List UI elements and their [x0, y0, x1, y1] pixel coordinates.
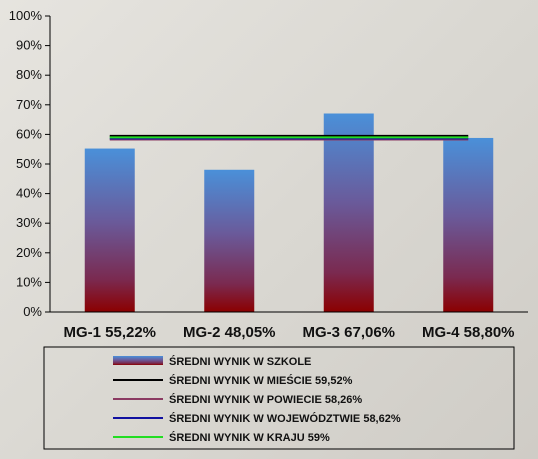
y-tick-label: 70% — [16, 97, 42, 112]
y-axis-ticks: 0% 10% 20% 30% 40% 50% 60% 70% 80% 90% 100% — [9, 8, 50, 319]
x-category-label: MG-3 67,06% — [302, 324, 395, 341]
legend-label: ŚREDNI WYNIK W MIEŚCIE 59,52% — [169, 374, 353, 387]
bar — [204, 169, 255, 312]
bar — [443, 137, 494, 312]
legend: ŚREDNI WYNIK W SZKOLE ŚREDNI WYNIK W MIEŚ… — [43, 346, 515, 450]
bar — [84, 148, 135, 312]
legend-label: ŚREDNI WYNIK W KRAJU 59% — [169, 431, 330, 444]
x-category-label: MG-4 58,80% — [422, 324, 515, 341]
category-labels: MG-1 55,22% MG-2 48,05% MG-3 67,06% MG-4 58… — [63, 324, 514, 341]
legend-label: ŚREDNI WYNIK W SZKOLE — [169, 355, 311, 368]
y-tick-label: 100% — [9, 8, 43, 23]
legend-label: ŚREDNI WYNIK W WOJEWÓDZTWIE 58,62% — [169, 412, 401, 425]
y-tick-label: 80% — [16, 67, 42, 82]
legend-bar-swatch — [113, 356, 163, 365]
y-tick-label: 10% — [16, 274, 42, 289]
y-tick-label: 50% — [16, 156, 42, 171]
x-category-label: MG-1 55,22% — [63, 324, 156, 341]
x-category-label: MG-2 48,05% — [183, 324, 276, 341]
y-tick-label: 60% — [16, 126, 42, 141]
y-tick-label: 40% — [16, 186, 42, 201]
y-tick-label: 20% — [16, 245, 42, 260]
reference-lines — [109, 134, 469, 141]
bar — [323, 113, 374, 312]
bars — [84, 113, 494, 312]
legend-box — [43, 346, 515, 450]
y-tick-label: 0% — [23, 304, 42, 319]
y-tick-label: 30% — [16, 215, 42, 230]
legend-label: ŚREDNI WYNIK W POWIECIE 58,26% — [169, 393, 362, 406]
y-tick-label: 90% — [16, 38, 42, 53]
